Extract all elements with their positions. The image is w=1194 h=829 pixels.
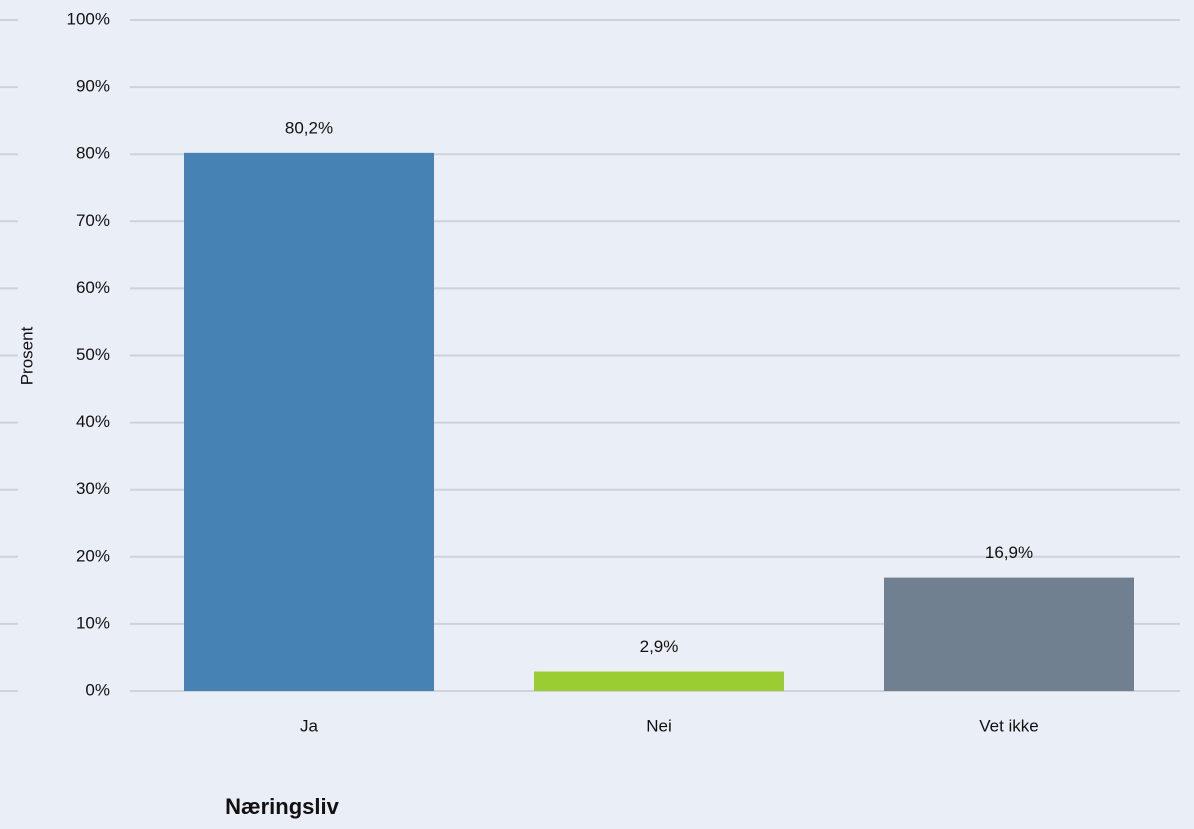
y-tick-label: 70%	[76, 211, 110, 230]
y-tick-label: 100%	[67, 9, 110, 28]
y-tick-label: 30%	[76, 479, 110, 498]
bar	[534, 671, 784, 691]
y-tick-label: 90%	[76, 77, 110, 96]
y-tick-label: 60%	[76, 278, 110, 297]
value-label: 80,2%	[285, 118, 333, 137]
bar	[884, 577, 1134, 691]
value-label: 16,9%	[985, 543, 1033, 562]
annotation: Næringsliv	[225, 794, 339, 819]
bar	[184, 152, 434, 691]
y-axis-label: Prosent	[17, 326, 36, 385]
y-tick-label: 50%	[76, 345, 110, 364]
value-label: 2,9%	[640, 637, 679, 656]
y-tick-label: 0%	[85, 680, 110, 699]
y-tick-label: 10%	[76, 613, 110, 632]
y-tick-label: 80%	[76, 144, 110, 163]
x-tick-label: Nei	[646, 716, 672, 735]
y-tick-label: 40%	[76, 412, 110, 431]
x-tick-label: Vet ikke	[979, 716, 1039, 735]
y-tick-label: 20%	[76, 546, 110, 565]
x-tick-label: Ja	[300, 716, 319, 735]
